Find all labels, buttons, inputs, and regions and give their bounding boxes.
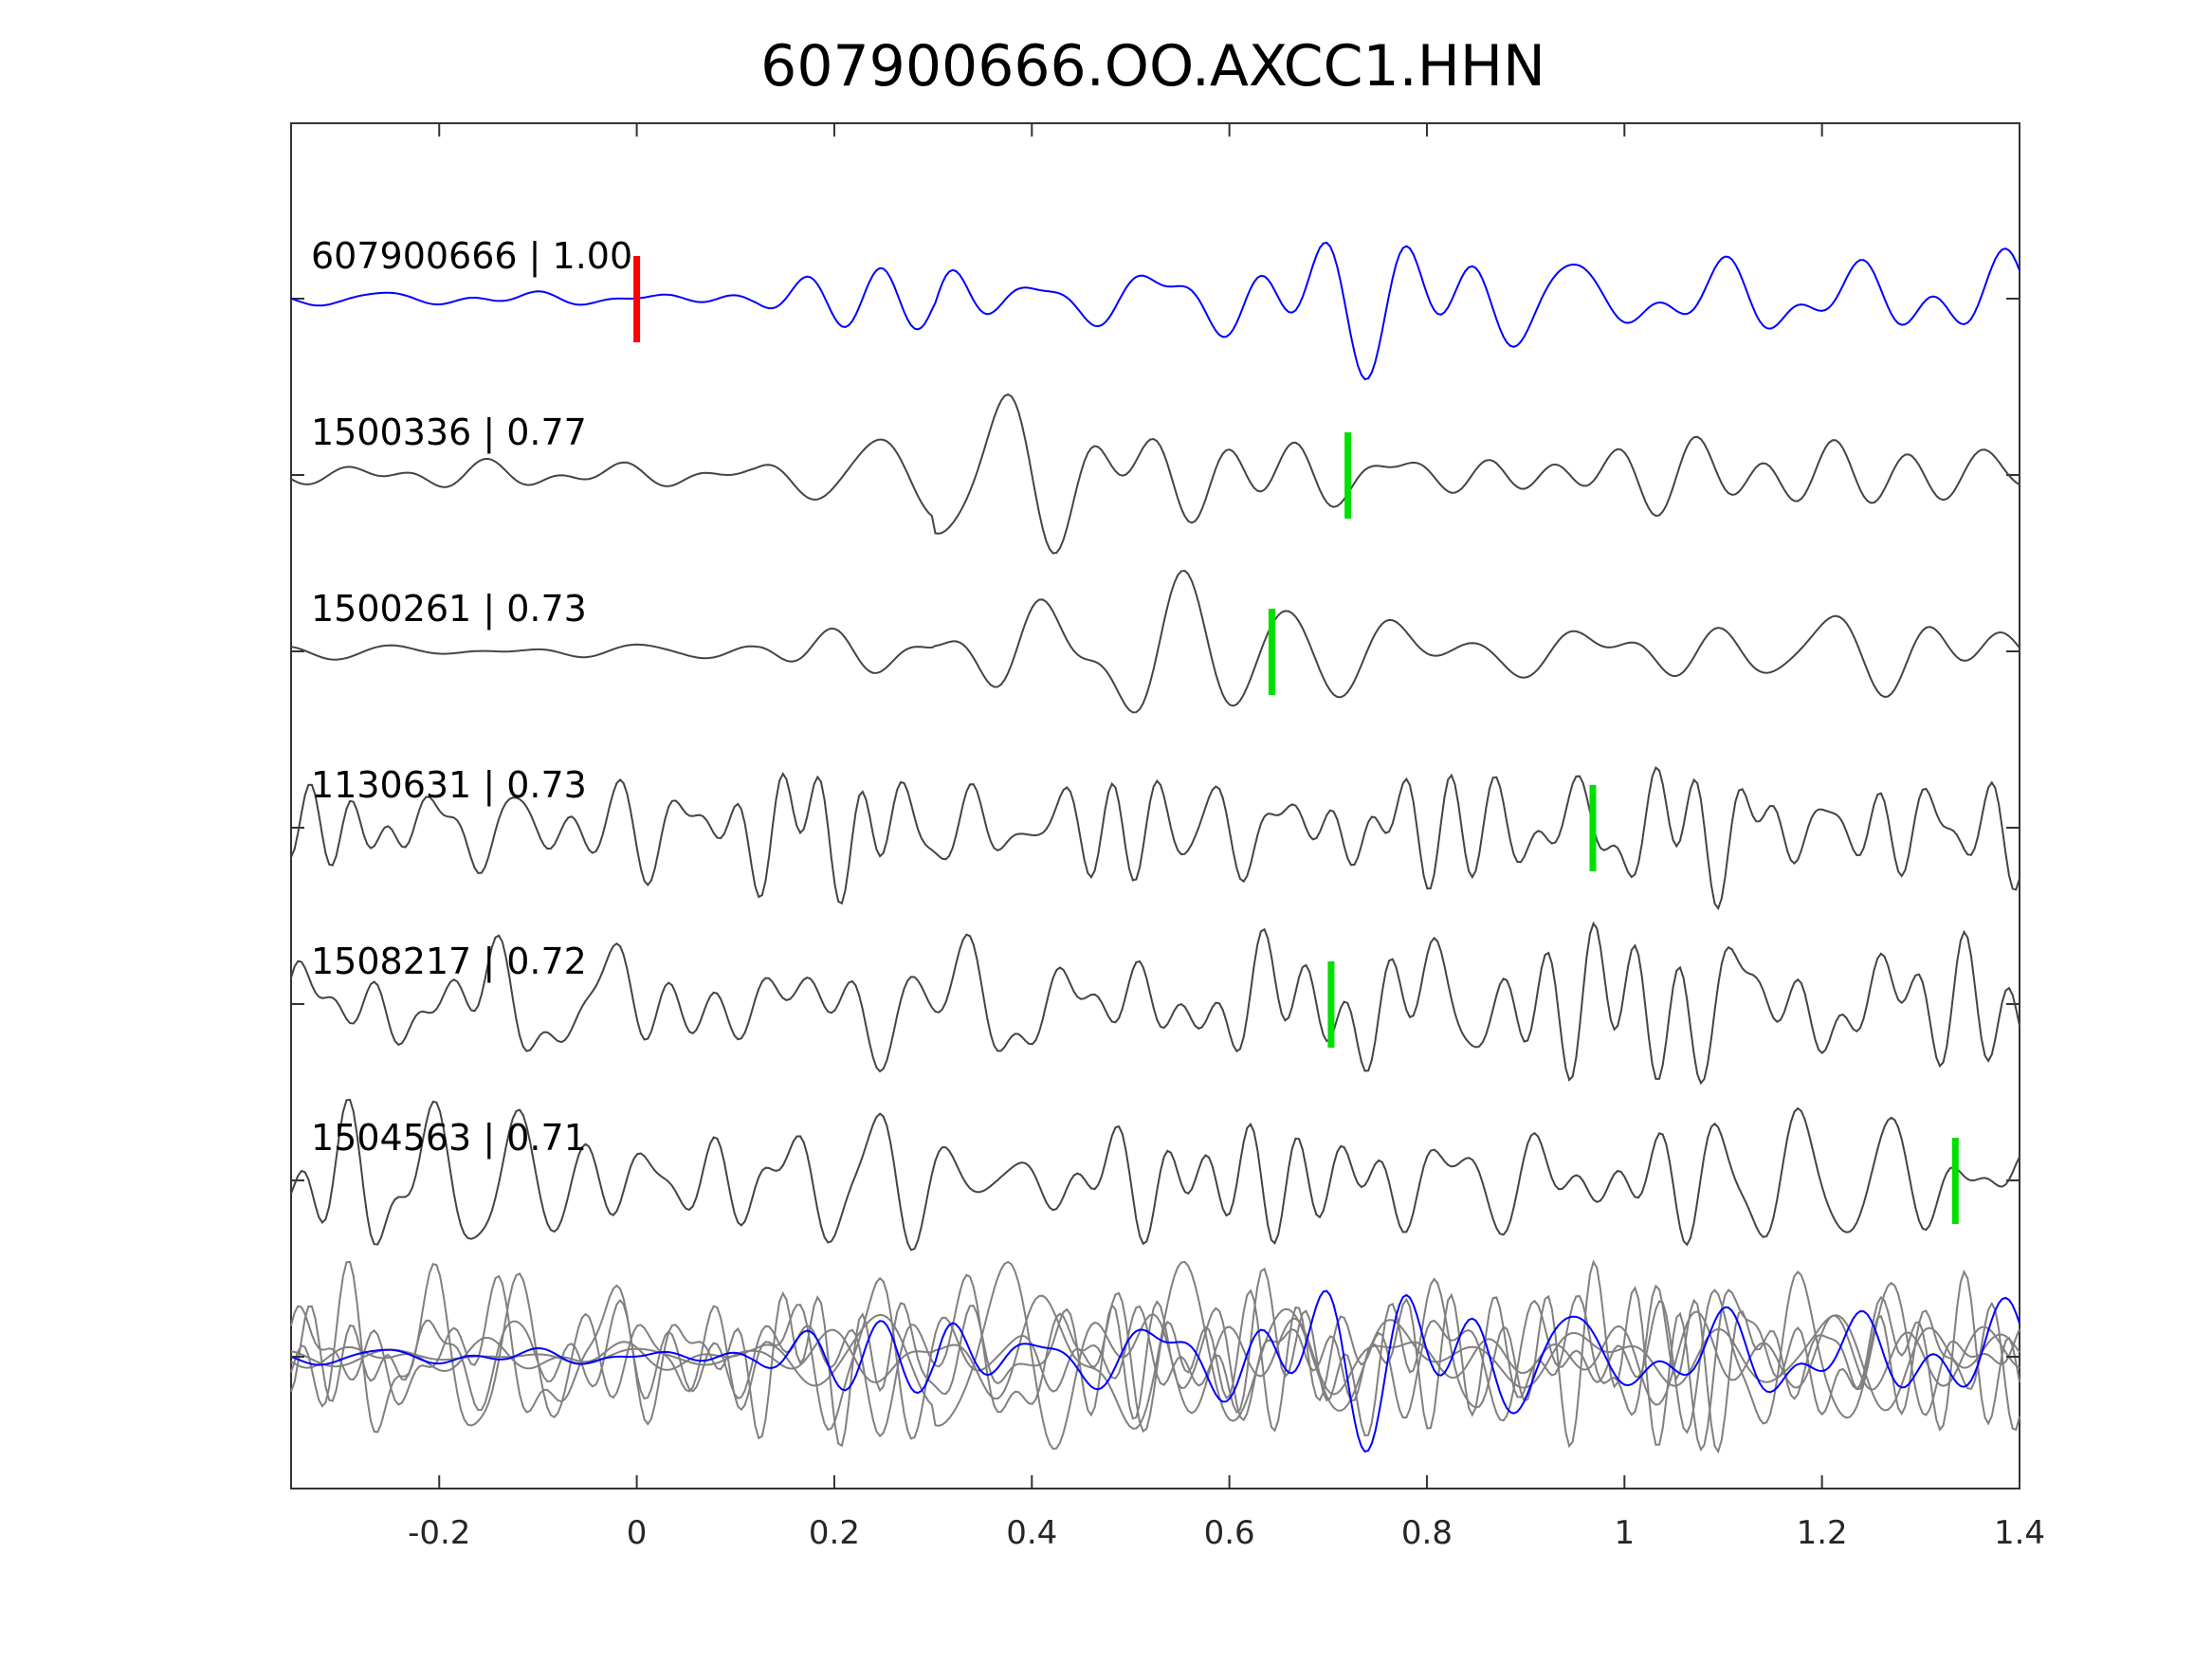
chart-title: 607900666.OO.AXCC1.HHN: [760, 33, 1545, 100]
trace-1508217: [290, 921, 2020, 1086]
x-tick-label: -0.2: [408, 1514, 470, 1552]
trace-1500261: [290, 569, 2020, 714]
trace-label: 607900666 | 1.00: [311, 235, 632, 278]
trace-label: 1500336 | 0.77: [311, 411, 587, 454]
x-tick-label: 1.4: [1994, 1514, 2045, 1552]
stack-trace-1500261: [290, 1260, 2020, 1430]
trace-label: 1130631 | 0.73: [311, 764, 587, 807]
trace-label: 1508217 | 0.72: [311, 941, 587, 983]
trace-607900666: [290, 241, 2020, 381]
plot-area: [290, 122, 2020, 1489]
x-tick-label: 0.8: [1401, 1514, 1453, 1552]
x-tick-label: 1.2: [1797, 1514, 1848, 1552]
x-tick-label: 0.4: [1006, 1514, 1057, 1552]
trace-labels: 607900666 | 1.00 1500336 | 0.77 1500261 | …: [311, 235, 632, 1160]
trace-label: 1504563 | 0.71: [311, 1117, 587, 1160]
x-tick-label: 1: [1614, 1514, 1635, 1552]
stack-trace-reference: [290, 1289, 2020, 1453]
stack-trace-1504563: [290, 1260, 2020, 1440]
trace-1504563: [290, 1098, 2020, 1252]
x-tick-label: 0.6: [1204, 1514, 1255, 1552]
x-axis: -0.2 0 0.2 0.4 0.6 0.8 1 1.2 1.4: [408, 123, 2045, 1552]
stack-trace-1500336: [290, 1260, 2020, 1451]
trace-1500336: [290, 393, 2020, 555]
stack-trace-1130631: [290, 1284, 2020, 1454]
trace-1130631: [290, 765, 2020, 911]
stack-trace-1508217: [290, 1259, 2020, 1453]
trace-label: 1500261 | 0.73: [311, 588, 587, 630]
x-tick-label: 0.2: [809, 1514, 860, 1552]
traces: [290, 241, 2020, 1454]
x-tick-label: 0: [627, 1514, 648, 1552]
